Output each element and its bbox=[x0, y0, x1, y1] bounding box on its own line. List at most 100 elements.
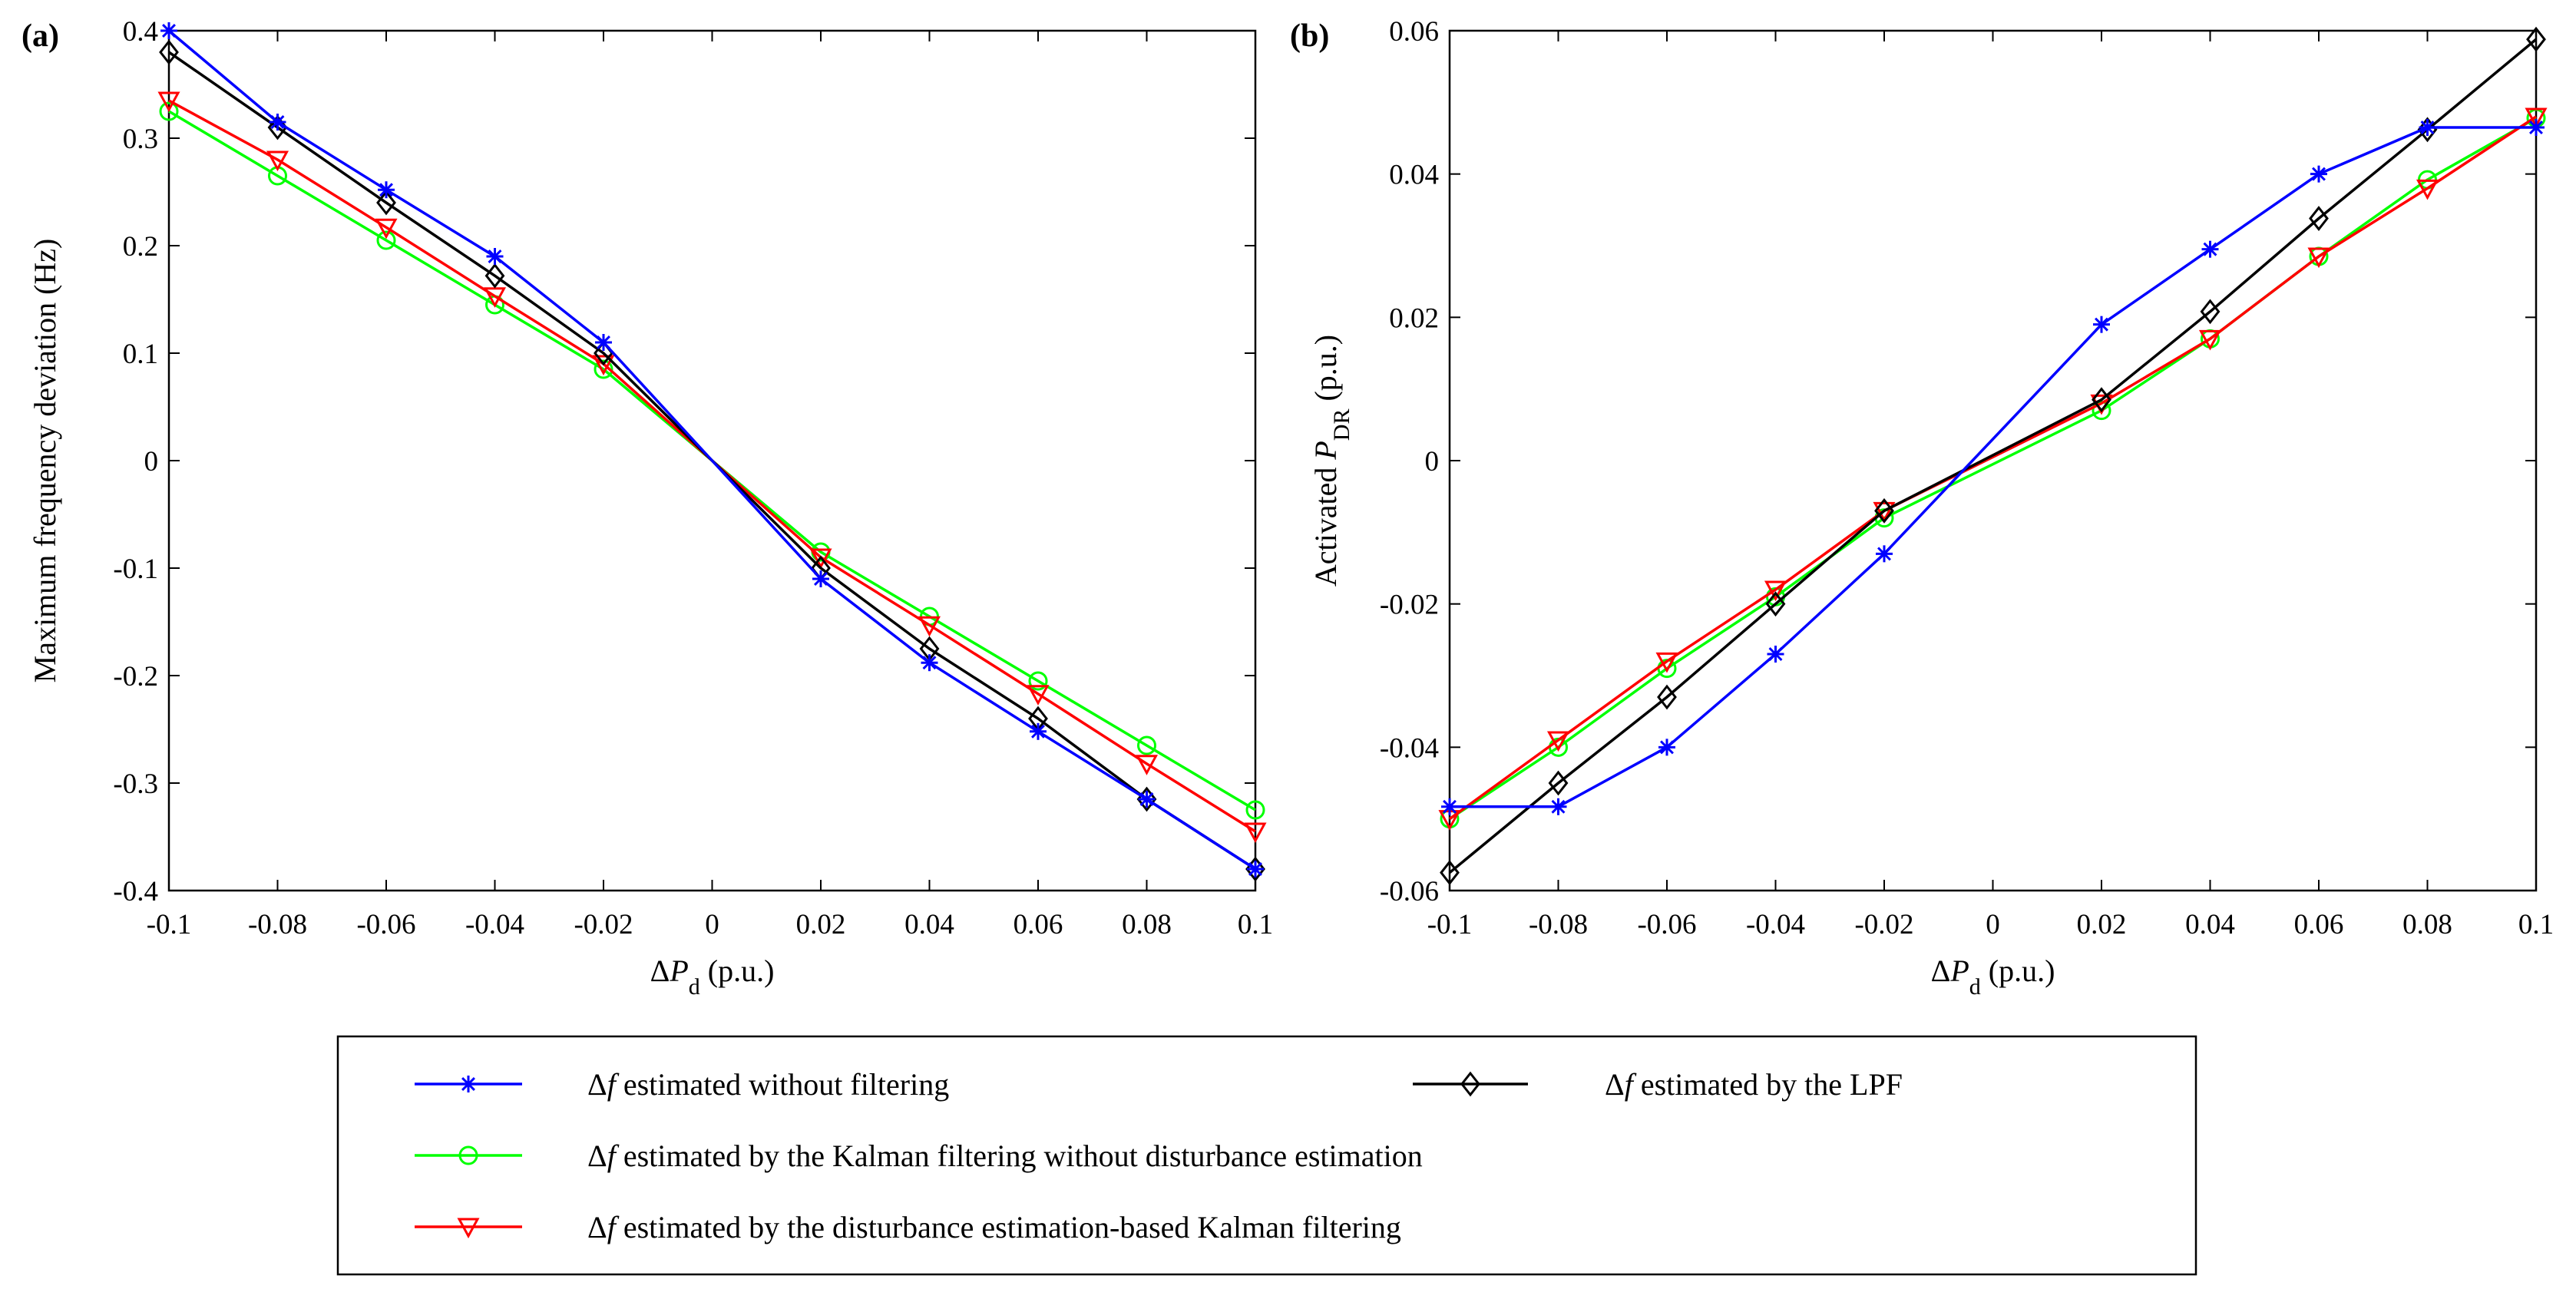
x-axis-label: ΔPd (p.u.) bbox=[650, 954, 775, 1000]
data-point-lpf bbox=[267, 114, 288, 140]
series-line-no-filter bbox=[1450, 126, 2536, 808]
data-point-de-kalman bbox=[809, 548, 832, 570]
legend-box bbox=[336, 1035, 2197, 1276]
y-axis-label: Activated PDR (p.u.) bbox=[1308, 335, 1354, 587]
data-point-lpf bbox=[2309, 206, 2329, 231]
y-tick-label: -0.1 bbox=[113, 554, 158, 585]
data-point-de-kalman bbox=[1546, 731, 1570, 752]
y-tick-label: -0.04 bbox=[1380, 732, 1439, 764]
series-line-no-filter bbox=[167, 29, 1256, 871]
x-tick-label: 0.08 bbox=[2402, 909, 2452, 940]
y-tick-label: 0.2 bbox=[123, 231, 158, 263]
y-axis-label: Maximum frequency deviation (Hz) bbox=[28, 239, 62, 683]
data-point-no-filter bbox=[378, 181, 395, 199]
legend-marker-de-kalman bbox=[457, 1218, 480, 1239]
legend: Δf estimated without filtering Δf estimat… bbox=[336, 1035, 2197, 1276]
data-point-de-kalman bbox=[1244, 822, 1267, 844]
data-point-no-filter bbox=[2093, 316, 2110, 333]
panel-b-chart: -0.1 -0.08 -0.06 -0.04 -0.02 0 0.02 0.04 0.06 0.0… bbox=[1290, 16, 2554, 1000]
data-point-de-kalman bbox=[2416, 179, 2439, 200]
y-tick-label: 0 bbox=[1425, 446, 1440, 478]
series-line-de-kalman bbox=[1448, 115, 2537, 821]
x-tick-label: 0.1 bbox=[1238, 909, 1273, 940]
data-point-no-filter bbox=[1767, 646, 1784, 663]
y-tick-label: 0.3 bbox=[123, 124, 158, 155]
data-point-de-kalman bbox=[157, 91, 180, 113]
data-point-de-kalman bbox=[483, 287, 507, 308]
data-point-lpf bbox=[1548, 770, 1569, 796]
legend-entry-lpf: Δf estimated by the LPF bbox=[1413, 1067, 1903, 1102]
data-point-de-kalman bbox=[2198, 329, 2222, 351]
x-tick-label: -0.06 bbox=[356, 909, 415, 940]
data-point-kalman bbox=[594, 359, 613, 379]
data-point-kalman bbox=[376, 230, 396, 250]
data-point-no-filter bbox=[1658, 739, 1675, 756]
data-point-kalman bbox=[1028, 671, 1048, 691]
data-point-no-filter bbox=[1441, 798, 1458, 815]
series-line-kalman bbox=[1449, 117, 2537, 821]
data-point-de-kalman bbox=[375, 218, 398, 240]
data-point-de-kalman bbox=[2307, 247, 2330, 269]
data-point-lpf bbox=[159, 39, 179, 65]
data-point-de-kalman bbox=[1027, 685, 1050, 706]
y-tick-label: 0.02 bbox=[1389, 302, 1439, 334]
data-point-no-filter bbox=[486, 248, 504, 265]
data-point-no-filter bbox=[812, 570, 829, 587]
plot-frame bbox=[1448, 29, 2538, 892]
data-point-de-kalman bbox=[266, 150, 289, 172]
x-axis-label: ΔPd (p.u.) bbox=[1931, 954, 2055, 1000]
x-tick-label: -0.08 bbox=[1529, 909, 1588, 940]
data-point-lpf bbox=[2526, 26, 2546, 52]
y-tick-label: -0.4 bbox=[113, 876, 158, 907]
data-point-no-filter bbox=[921, 654, 938, 672]
data-point-no-filter bbox=[160, 22, 177, 39]
x-tick-label: -0.04 bbox=[1746, 909, 1805, 940]
legend-entry-no-filter: Δf estimated without filtering bbox=[415, 1067, 949, 1102]
x-tick-label: -0.1 bbox=[147, 909, 192, 940]
data-point-lpf bbox=[376, 190, 396, 216]
legend-marker-lpf bbox=[1460, 1071, 1480, 1097]
data-point-de-kalman bbox=[918, 616, 941, 637]
legend-label: Δf estimated by the disturbance estimati… bbox=[587, 1210, 1401, 1244]
series-line-lpf bbox=[1448, 38, 2538, 874]
data-point-no-filter bbox=[2419, 119, 2436, 136]
x-tick-label: -0.02 bbox=[574, 909, 633, 940]
data-point-no-filter bbox=[1138, 791, 1156, 808]
x-tick-label: 0.04 bbox=[904, 909, 954, 940]
legend-entry-de-kalman: Δf estimated by the disturbance estimati… bbox=[415, 1210, 1401, 1244]
data-point-no-filter bbox=[2201, 240, 2219, 258]
x-tick-label: 0.04 bbox=[2185, 909, 2235, 940]
x-tick-label: -0.02 bbox=[1854, 909, 1913, 940]
data-point-lpf bbox=[1657, 684, 1677, 710]
data-point-de-kalman bbox=[1655, 652, 1678, 673]
legend-marker-kalman bbox=[458, 1145, 478, 1165]
x-tick-label: -0.06 bbox=[1637, 909, 1696, 940]
data-point-no-filter bbox=[269, 114, 286, 131]
y-tick-label: 0.06 bbox=[1389, 16, 1439, 48]
x-tick-label: 0.06 bbox=[1014, 909, 1063, 940]
data-point-de-kalman bbox=[592, 355, 615, 376]
legend-marker-no-filter bbox=[460, 1076, 477, 1092]
x-tick-label: 0 bbox=[1986, 909, 2000, 940]
data-point-lpf bbox=[2092, 387, 2111, 413]
data-point-no-filter bbox=[2310, 165, 2327, 183]
data-point-kalman bbox=[1245, 800, 1265, 820]
data-point-lpf bbox=[2417, 117, 2438, 143]
x-tick-label: 0.08 bbox=[1122, 909, 1172, 940]
data-point-de-kalman bbox=[1873, 501, 1896, 523]
x-tick-label: 0.06 bbox=[2294, 909, 2344, 940]
legend-entry-kalman: Δf estimated by the Kalman filtering wit… bbox=[415, 1139, 1423, 1173]
x-tick-label: 0.02 bbox=[796, 909, 846, 940]
data-point-kalman bbox=[1137, 735, 1156, 755]
data-point-lpf bbox=[484, 263, 505, 289]
y-tick-label: 0.4 bbox=[123, 16, 158, 48]
x-tick-label: 0 bbox=[705, 909, 719, 940]
x-tick-label: 0.1 bbox=[2518, 909, 2554, 940]
x-tick-label: 0.02 bbox=[2077, 909, 2127, 940]
data-point-no-filter bbox=[1549, 798, 1567, 815]
data-point-lpf bbox=[2200, 299, 2221, 325]
y-tick-label: 0.04 bbox=[1389, 160, 1439, 191]
x-tick-label: -0.08 bbox=[248, 909, 307, 940]
y-tick-label: -0.02 bbox=[1380, 590, 1439, 621]
